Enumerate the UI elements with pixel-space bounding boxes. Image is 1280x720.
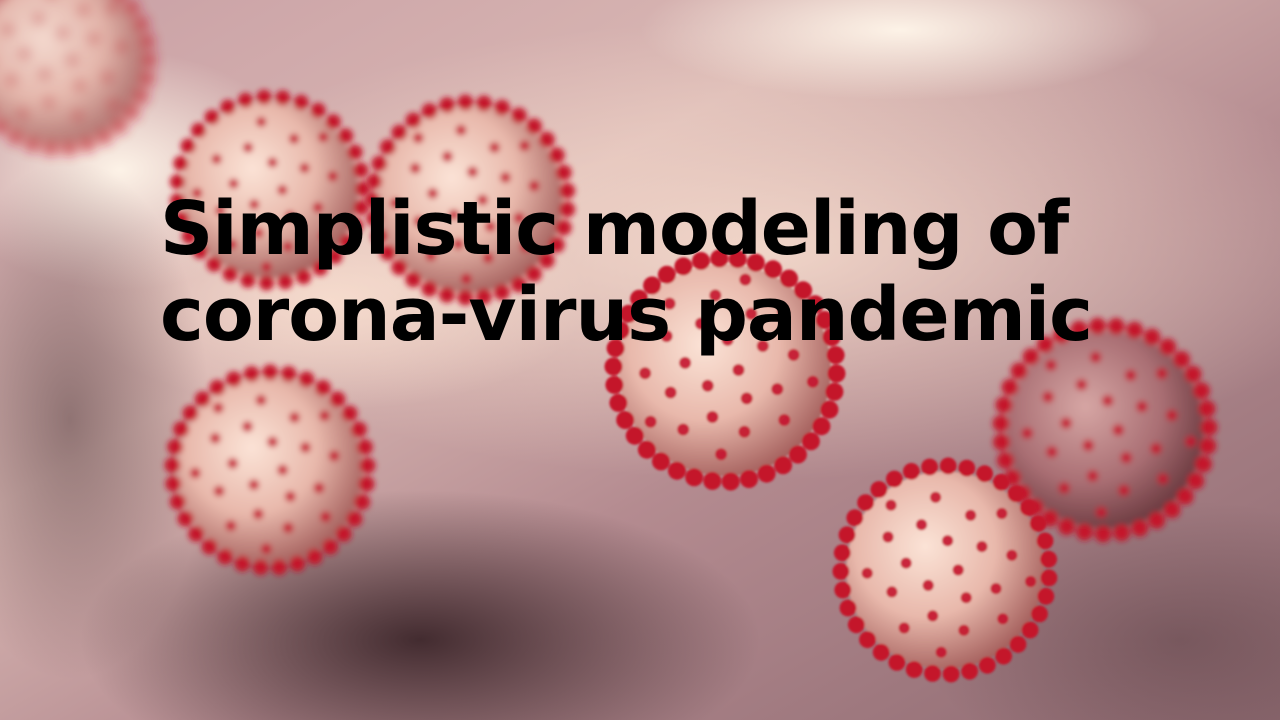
virus-particle [0, 0, 156, 155]
slide-title-line-1: Simplistic modeling of [160, 186, 1069, 272]
virus-particle [169, 89, 371, 291]
slide-title: Simplistic modeling of corona-virus pand… [160, 186, 1160, 358]
virus-particle [164, 364, 376, 576]
virus-particle [604, 249, 846, 491]
virus-particle [364, 94, 576, 306]
slide-title-line-2: corona-virus pandemic [160, 272, 1093, 358]
virus-particle [832, 457, 1058, 683]
